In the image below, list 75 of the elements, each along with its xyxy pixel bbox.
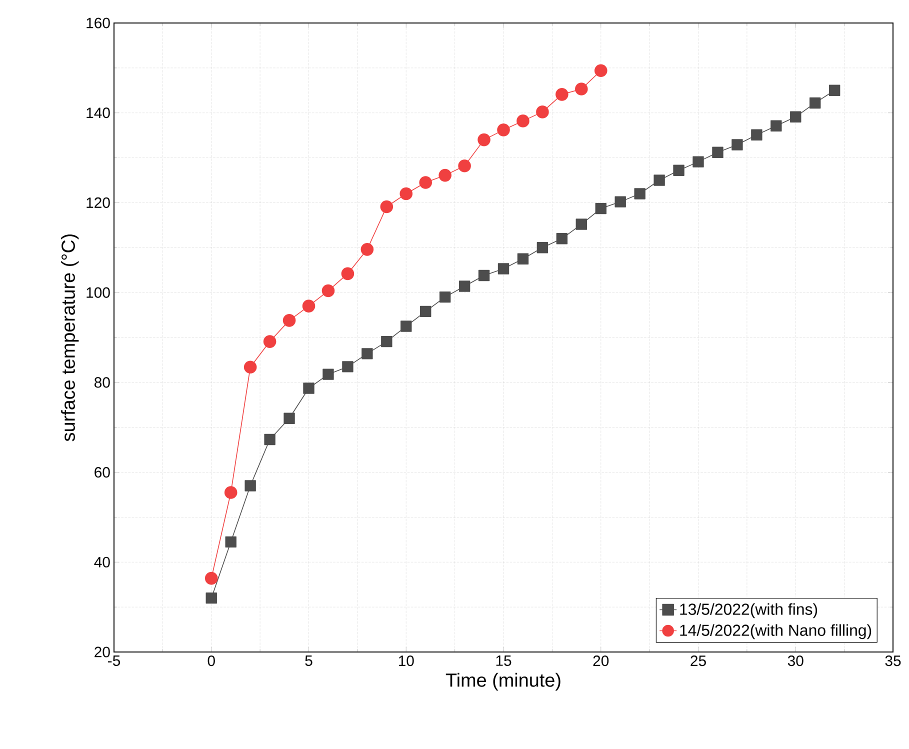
- x-tick-label: 10: [398, 656, 414, 666]
- x-tick-label: -5: [108, 656, 120, 666]
- y-tick-label: 40: [94, 556, 110, 568]
- point: [458, 159, 471, 172]
- point: [206, 592, 217, 604]
- point: [362, 348, 373, 360]
- x-tick-label: 20: [593, 656, 609, 666]
- y-tick-label: 120: [86, 197, 110, 208]
- point: [244, 360, 257, 374]
- point: [614, 196, 626, 208]
- legend-label: 14/5/2022(with Nano filling): [680, 624, 872, 640]
- point: [224, 486, 238, 499]
- point: [654, 174, 665, 186]
- y-tick-label: 100: [86, 287, 110, 298]
- point: [458, 280, 470, 292]
- point: [400, 187, 413, 200]
- x-tick-label: 30: [788, 656, 804, 666]
- point: [810, 97, 821, 109]
- point: [380, 200, 394, 214]
- point: [420, 306, 432, 318]
- point: [439, 291, 451, 303]
- y-tick-label: 80: [94, 377, 110, 388]
- point: [400, 320, 412, 332]
- point: [634, 188, 646, 200]
- point: [322, 284, 335, 298]
- x-tick-label: 0: [208, 656, 215, 666]
- point: [498, 263, 510, 274]
- point: [575, 82, 588, 96]
- point: [576, 218, 587, 230]
- y-tick-label: 60: [94, 466, 110, 478]
- point: [497, 124, 510, 136]
- x-tick-label: 5: [305, 656, 312, 666]
- point: [264, 434, 276, 446]
- point: [536, 106, 549, 118]
- point: [556, 233, 568, 244]
- point: [263, 335, 276, 348]
- point: [284, 412, 295, 424]
- point: [419, 176, 432, 189]
- y-axis-title: surface temperature (°C): [61, 234, 79, 442]
- y-tick-label: 160: [86, 18, 110, 28]
- x-tick-label: 25: [690, 656, 706, 666]
- point: [790, 111, 802, 122]
- y-tick-label: 140: [86, 108, 110, 118]
- x-tick-label: 15: [496, 656, 512, 666]
- point: [478, 133, 490, 146]
- point: [438, 168, 452, 182]
- legend-label: 13/5/2022(with fins): [680, 603, 818, 618]
- point: [204, 572, 218, 585]
- point: [536, 242, 548, 254]
- x-axis-title: Time (minute): [446, 672, 560, 691]
- point: [302, 300, 316, 312]
- point: [478, 270, 490, 282]
- point: [828, 84, 840, 96]
- point: [556, 88, 568, 101]
- point: [282, 314, 296, 327]
- point: [594, 64, 608, 78]
- point: [517, 253, 529, 264]
- x-tick-label: 35: [885, 656, 901, 666]
- point: [692, 156, 704, 168]
- point: [322, 368, 334, 380]
- point: [732, 139, 743, 150]
- point: [751, 129, 762, 140]
- point: [770, 120, 782, 132]
- point: [673, 164, 684, 176]
- point: [516, 114, 530, 128]
- point: [381, 336, 392, 348]
- point: [595, 202, 606, 214]
- point: [342, 361, 354, 372]
- point: [244, 480, 256, 492]
- point: [225, 536, 236, 548]
- point: [712, 146, 724, 158]
- point: [360, 243, 374, 256]
- point: [341, 267, 354, 280]
- point: [303, 382, 314, 394]
- y-tick-label: 20: [94, 646, 110, 658]
